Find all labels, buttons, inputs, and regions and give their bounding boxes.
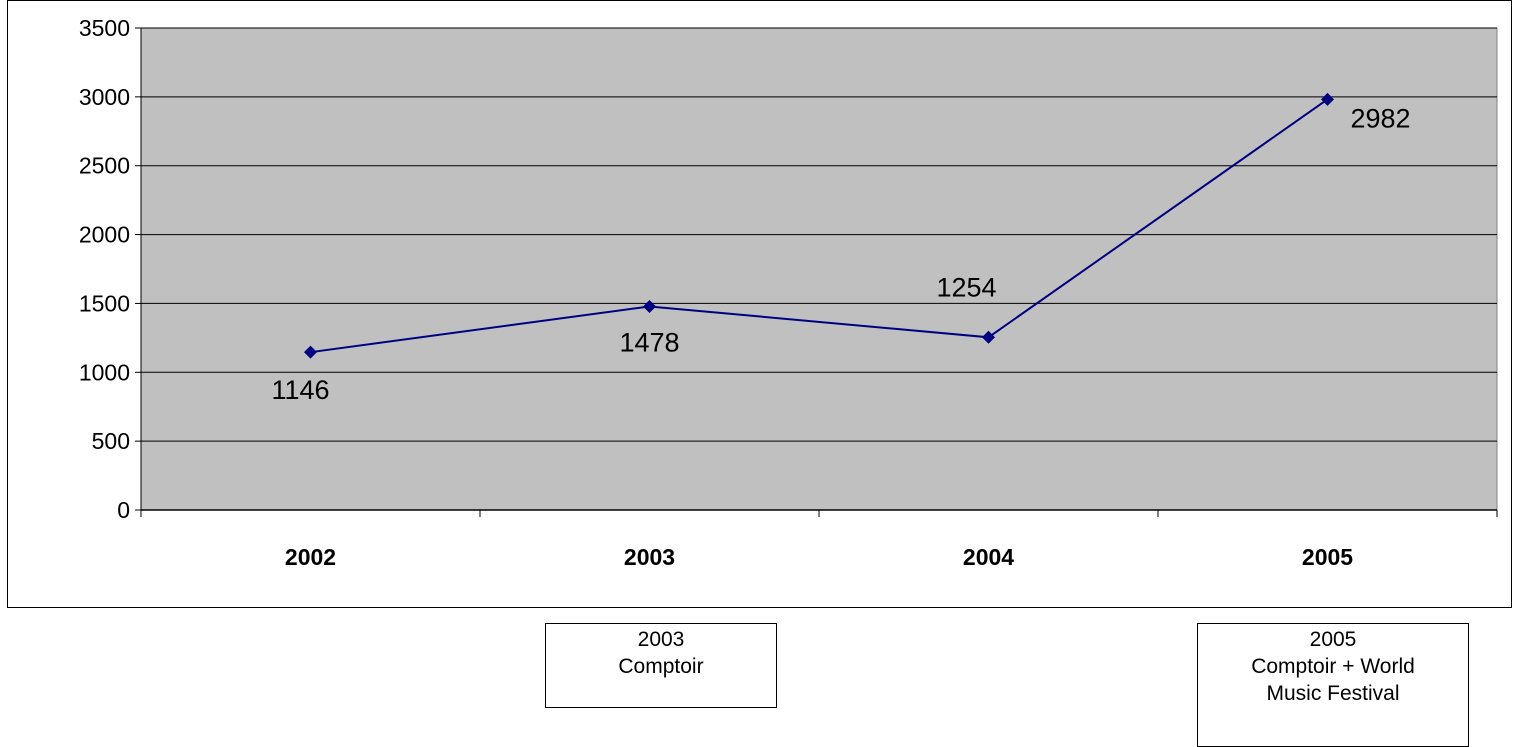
line-chart: 0 500 1000 1500 2000 2500 3000 3500 2002 2003 2004… [79,15,1498,570]
x-tick-label: 2004 [963,544,1014,570]
annotation-line: 2003 [637,628,685,651]
annotation-line: Comptoir + World [1251,655,1415,678]
series-polyline [310,98,1329,354]
data-point-marker [982,330,995,344]
annotation-box-2003: 2003 Comptoir [545,623,777,708]
data-label: 1146 [271,375,329,405]
y-tick-label: 2500 [79,153,130,179]
series-line [304,92,1334,359]
annotation-box-2005: 2005 Comptoir + World Music Festival [1197,623,1469,747]
x-tick-label: 2002 [285,544,336,570]
data-label: 2982 [1350,103,1410,133]
y-tick-label: 1500 [79,290,130,316]
y-tick-label: 0 [117,497,130,523]
data-point-marker [304,345,317,359]
annotation-line: Comptoir [618,655,704,678]
gridlines [141,27,1497,442]
data-point-marker [643,299,656,313]
annotation-line: Music Festival [1266,682,1400,705]
annotation-line: 2005 [1309,628,1357,651]
data-label: 1478 [619,327,679,357]
y-tick-label: 1000 [79,359,130,385]
y-tick-label: 2000 [79,222,130,248]
x-tick-label: 2003 [624,544,675,570]
x-tick-label: 2005 [1302,544,1353,570]
axes: 0 500 1000 1500 2000 2500 3000 3500 2002 2003 2004… [79,15,1498,570]
data-labels: 1146 1478 1254 2982 [271,103,1410,405]
y-tick-label: 500 [92,428,130,454]
y-tick-label: 3500 [79,15,130,41]
y-tick-label: 3000 [79,84,130,110]
data-label: 1254 [936,272,996,302]
plot-area [140,27,1498,511]
data-point-marker [1321,92,1334,106]
